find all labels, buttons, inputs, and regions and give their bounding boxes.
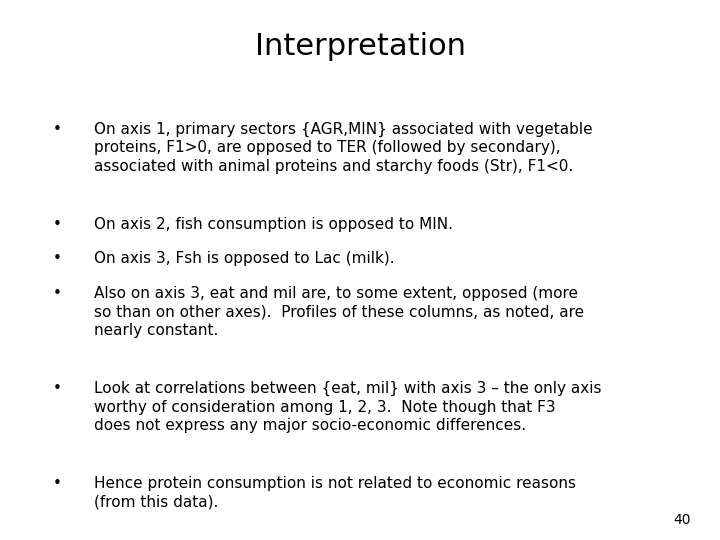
Text: On axis 1, primary sectors {AGR,MIN} associated with vegetable
proteins, F1>0, a: On axis 1, primary sectors {AGR,MIN} ass…: [94, 122, 593, 174]
Text: 40: 40: [674, 512, 691, 526]
Text: •: •: [53, 251, 62, 266]
Text: Hence protein consumption is not related to economic reasons
(from this data).: Hence protein consumption is not related…: [94, 476, 575, 509]
Text: Interpretation: Interpretation: [254, 32, 466, 62]
Text: On axis 3, Fsh is opposed to Lac (milk).: On axis 3, Fsh is opposed to Lac (milk).: [94, 251, 395, 266]
Text: •: •: [53, 476, 62, 491]
Text: Look at correlations between {eat, mil} with axis 3 – the only axis
worthy of co: Look at correlations between {eat, mil} …: [94, 381, 601, 433]
Text: •: •: [53, 381, 62, 396]
Text: •: •: [53, 286, 62, 301]
Text: •: •: [53, 217, 62, 232]
Text: •: •: [53, 122, 62, 137]
Text: On axis 2, fish consumption is opposed to MIN.: On axis 2, fish consumption is opposed t…: [94, 217, 453, 232]
Text: Also on axis 3, eat and mil are, to some extent, opposed (more
so than on other : Also on axis 3, eat and mil are, to some…: [94, 286, 584, 338]
